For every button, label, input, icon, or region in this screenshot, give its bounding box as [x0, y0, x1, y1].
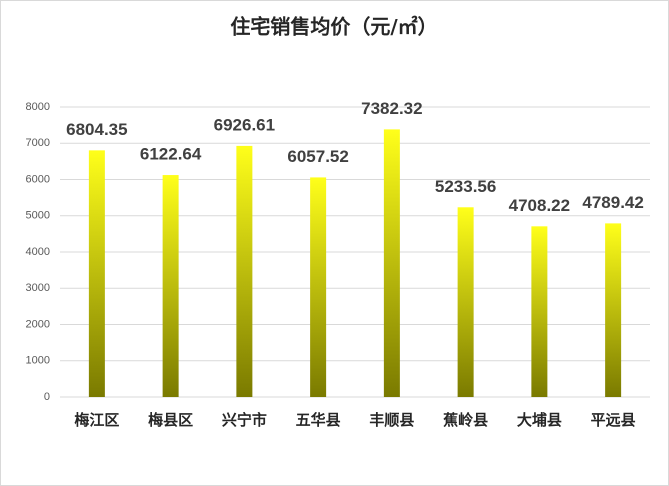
data-label: 4708.22	[509, 196, 570, 215]
bar	[162, 175, 179, 397]
data-label: 7382.32	[361, 99, 422, 118]
x-tick-label: 兴宁市	[222, 411, 267, 429]
y-tick-label: 5000	[26, 210, 50, 222]
data-label: 6804.35	[66, 120, 127, 139]
bar	[88, 150, 105, 397]
data-label: 6057.52	[287, 147, 348, 166]
data-label: 6926.61	[214, 115, 275, 134]
bar	[605, 223, 622, 397]
bar	[531, 226, 548, 397]
y-tick-label: 0	[44, 391, 50, 403]
y-tick-label: 1000	[26, 355, 50, 367]
x-tick-label: 梅县区	[148, 411, 193, 429]
bar	[383, 129, 400, 397]
chart-title: 住宅销售均价（元/㎡）	[230, 15, 437, 39]
x-tick-label: 梅江区	[74, 411, 119, 429]
y-tick-label: 3000	[26, 282, 50, 294]
data-label: 5233.56	[435, 177, 496, 196]
bar	[310, 177, 327, 397]
y-tick-label: 2000	[26, 318, 50, 330]
y-tick-label: 4000	[26, 246, 50, 258]
x-tick-label: 大埔县	[517, 411, 562, 429]
x-tick-label: 丰顺县	[369, 411, 414, 429]
data-label: 6122.64	[140, 145, 202, 164]
y-tick-label: 8000	[26, 101, 50, 113]
x-tick-label: 五华县	[296, 411, 341, 429]
bar	[236, 145, 253, 397]
y-tick-label: 6000	[26, 173, 50, 185]
x-tick-label: 平远县	[591, 411, 636, 429]
x-tick-label: 蕉岭县	[443, 411, 488, 429]
bar	[457, 207, 474, 397]
y-tick-label: 7000	[26, 137, 50, 149]
data-label: 4789.42	[582, 193, 643, 212]
